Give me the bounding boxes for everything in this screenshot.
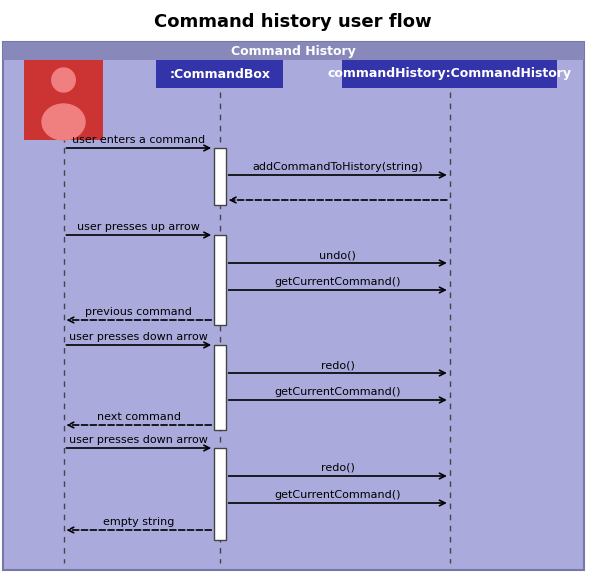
Bar	[3, 42, 584, 60]
Text: previous command: previous command	[85, 307, 192, 317]
Text: commandHistory:CommandHistory: commandHistory:CommandHistory	[328, 68, 572, 80]
Text: Command history user flow: Command history user flow	[154, 13, 432, 31]
Circle shape	[52, 68, 75, 92]
Bar	[25, 60, 103, 140]
Bar	[157, 60, 283, 88]
Text: getCurrentCommand(): getCurrentCommand()	[274, 387, 401, 397]
Bar	[342, 60, 557, 88]
Text: user presses down arrow: user presses down arrow	[70, 332, 208, 342]
Text: getCurrentCommand(): getCurrentCommand()	[274, 490, 401, 500]
Text: getCurrentCommand(): getCurrentCommand()	[274, 277, 401, 287]
Bar	[214, 345, 226, 430]
Text: redo(): redo()	[321, 463, 355, 473]
Text: next command: next command	[97, 412, 181, 422]
Text: :CommandBox: :CommandBox	[169, 68, 271, 80]
Text: user enters a command: user enters a command	[72, 135, 205, 145]
Text: empty string: empty string	[103, 517, 175, 527]
Text: undo(): undo()	[319, 250, 356, 260]
Ellipse shape	[42, 104, 85, 140]
Text: user presses up arrow: user presses up arrow	[77, 222, 200, 232]
Bar	[214, 148, 226, 205]
Bar	[214, 235, 226, 325]
Text: redo(): redo()	[321, 360, 355, 370]
Text: Command History: Command History	[231, 45, 356, 57]
Text: addCommandToHistory(string): addCommandToHistory(string)	[253, 162, 423, 172]
Text: user presses down arrow: user presses down arrow	[70, 435, 208, 445]
Bar	[214, 448, 226, 540]
